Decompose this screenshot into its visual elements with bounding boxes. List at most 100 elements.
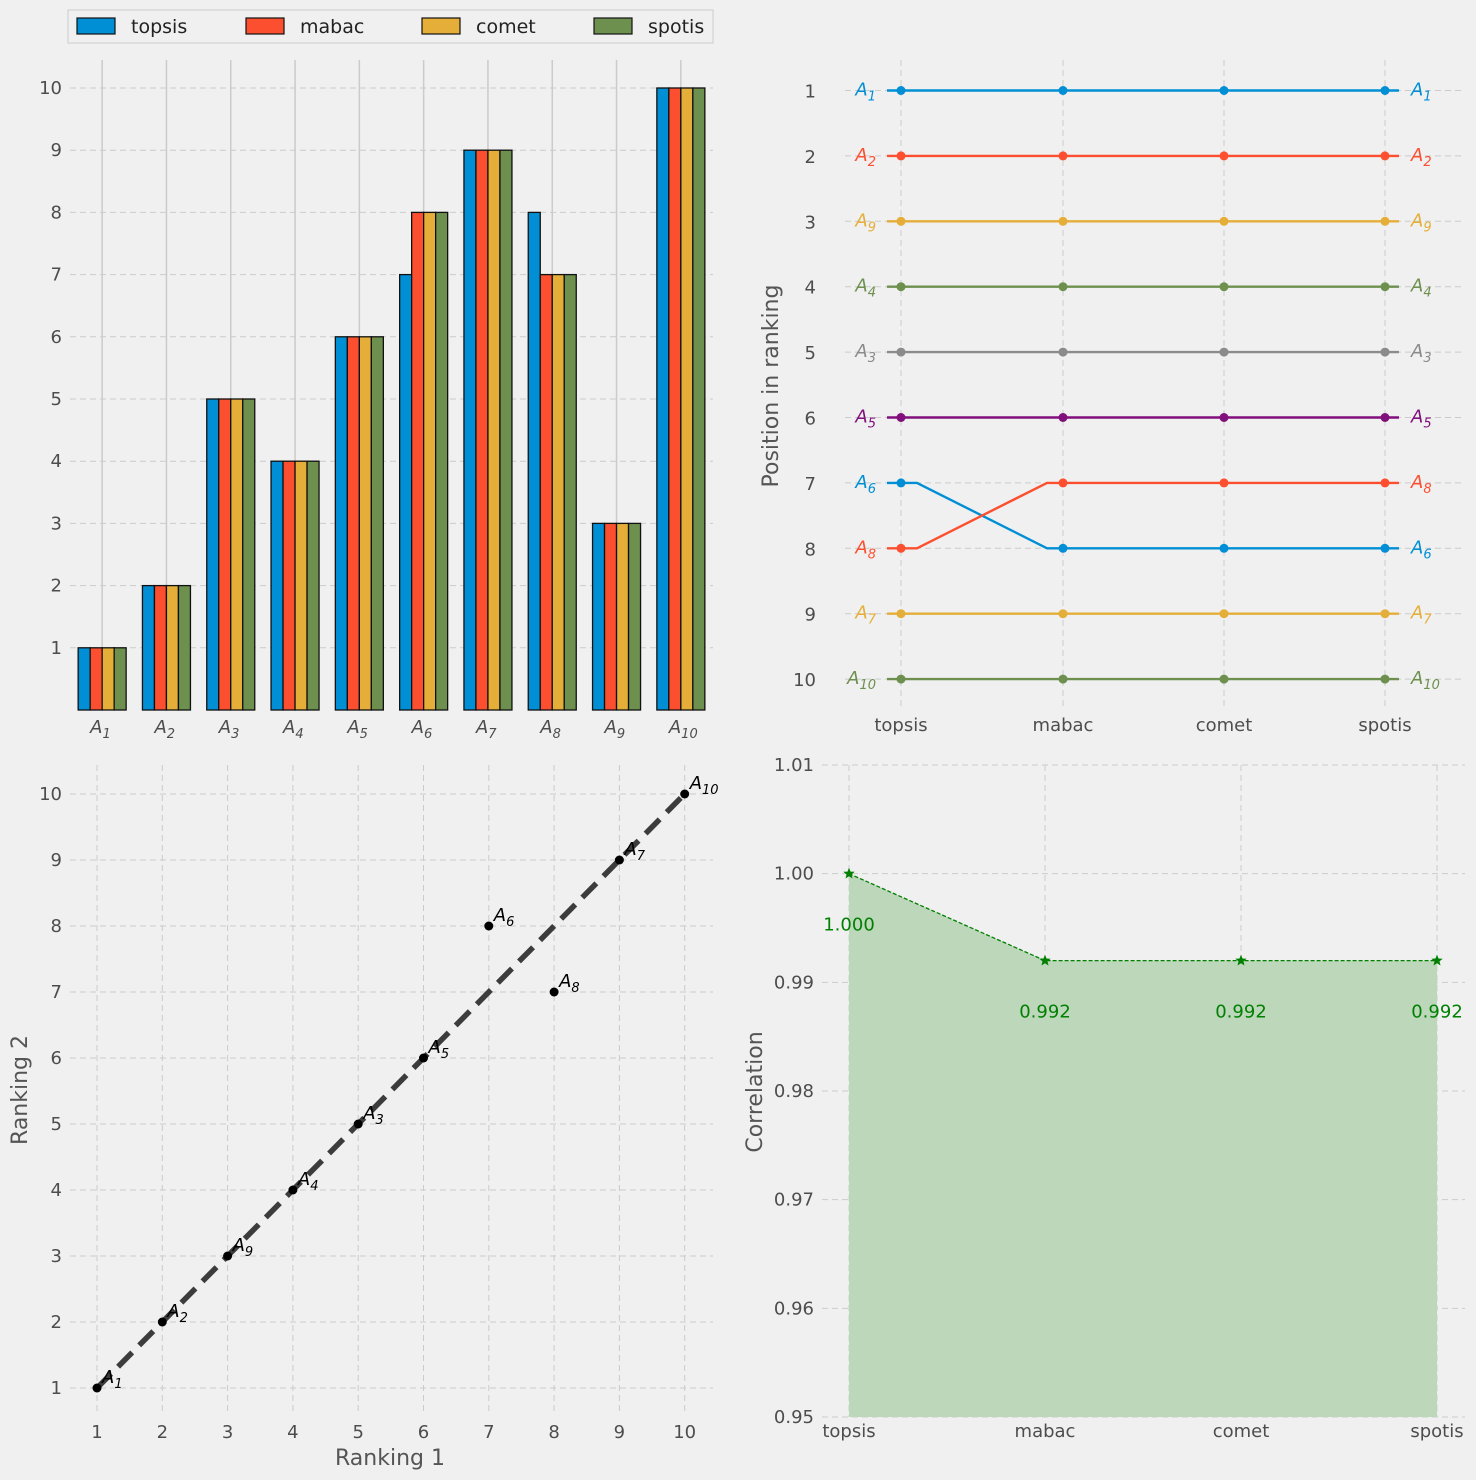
flow-left-label-A10-sub: 10	[859, 678, 876, 693]
scatter-label-A10-base: A	[689, 773, 702, 794]
scatter-label-A9-base: A	[232, 1235, 245, 1256]
scatter-xtick-label: 8	[548, 1422, 559, 1443]
legend-swatch-comet	[421, 17, 461, 35]
flow-xtick-label: spotis	[1358, 715, 1411, 736]
bar-comet	[487, 149, 501, 711]
flow-point-A6	[1380, 543, 1390, 553]
scatter-point-A1	[92, 1383, 102, 1393]
scatter-xtick-label: 7	[483, 1422, 494, 1443]
bar-ytick-label: 2	[51, 576, 62, 597]
bar-comet	[294, 460, 308, 711]
bar-mabac	[153, 584, 168, 711]
flow-ylabel: Position in ranking	[759, 285, 784, 488]
flow-right-label-A6-base: A	[1410, 537, 1423, 558]
corr-ytick-label: 0.99	[774, 972, 814, 993]
flow-point-A4	[1058, 282, 1068, 292]
rank-flow-chart: 1 2 3 4 5 6 7 8 9 10 topsis mabac comet spotis Positio…	[759, 60, 1465, 736]
scatter-ylabel: Ranking 2	[8, 1035, 33, 1145]
flow-right-label-A6: A6	[1410, 537, 1432, 562]
corr-star-marker	[843, 867, 855, 879]
flow-left-label-A9-sub: 9	[868, 220, 876, 235]
flow-right-label-A7-sub: 7	[1423, 613, 1432, 628]
bar-ytick-label: 3	[51, 513, 62, 534]
flow-point-A10	[1219, 674, 1229, 684]
bar-ytick-label: 6	[51, 327, 62, 348]
flow-right-label-A5: A5	[1410, 407, 1432, 432]
flow-right-label-A4-base: A	[1410, 276, 1423, 297]
scatter-label-A5: A5	[428, 1037, 450, 1062]
bar-xtick-label: A4	[282, 717, 304, 742]
scatter-label-A10-sub: 10	[702, 783, 719, 798]
scatter-label-A4-base: A	[297, 1169, 310, 1190]
corr-line	[848, 873, 1437, 962]
bar-comet	[230, 398, 244, 711]
corr-value-label: 0.992	[1215, 1002, 1267, 1023]
bar-xtick-label-base: A	[539, 717, 552, 738]
flow-line-A8	[887, 481, 1399, 550]
scatter-label-A7-sub: 7	[637, 849, 646, 864]
flow-point-A7	[896, 609, 906, 619]
flow-ytick-label: 9	[805, 605, 816, 626]
flow-left-label-A7-base: A	[854, 603, 867, 624]
scatter-label-A7: A7	[623, 839, 645, 864]
flow-right-label-A1-sub: 1	[1423, 90, 1431, 105]
flow-point-A8	[896, 543, 906, 553]
bar-xtick-label-sub: 9	[617, 727, 625, 742]
legend-swatch-spotis	[593, 17, 633, 35]
bar-spotis	[434, 211, 449, 711]
bar-spotis	[563, 273, 577, 711]
flow-left-label-A4-base: A	[854, 276, 867, 297]
scatter-label-A2: A2	[166, 1301, 188, 1326]
bar-xtick-label-sub: 5	[360, 727, 368, 742]
scatter-xtick-label: 1	[91, 1422, 102, 1443]
bar-comet	[358, 336, 373, 711]
legend-label-comet: comet	[476, 16, 536, 38]
scatter-label-A6: A6	[493, 905, 515, 930]
bar-mabac	[282, 460, 296, 711]
corr-area	[849, 873, 1437, 1417]
bar-xtick-label-sub: 10	[681, 727, 698, 742]
flow-right-label-A8: A8	[1410, 472, 1432, 497]
bar-topsis	[398, 273, 413, 711]
flow-point-A2	[1219, 151, 1229, 161]
bar-xtick-label-base: A	[218, 717, 231, 738]
flow-left-label-A6-base: A	[854, 472, 867, 493]
corr-star-marker	[1431, 954, 1443, 966]
flow-right-label-A4: A4	[1410, 276, 1432, 301]
flow-left-label-A1: A1	[854, 80, 876, 105]
scatter-xtick-label: 5	[352, 1422, 363, 1443]
flow-right-label-A2-base: A	[1410, 145, 1423, 166]
corr-ytick-label: 0.95	[774, 1407, 814, 1428]
flow-left-label-A5: A5	[854, 407, 876, 432]
flow-point-A8	[1058, 478, 1068, 488]
corr-xtick-label: topsis	[822, 1421, 875, 1442]
scatter-point-A6	[484, 921, 494, 931]
scatter-xtick-label: 2	[157, 1422, 168, 1443]
flow-left-label-A6-sub: 6	[868, 482, 876, 497]
scatter-xtick-label: 6	[418, 1422, 429, 1443]
bar-comet	[680, 87, 694, 711]
scatter-point-A5	[419, 1053, 428, 1063]
corr-ytick-label: 0.96	[774, 1298, 814, 1319]
flow-left-label-A8-base: A	[854, 537, 867, 558]
flow-point-A7	[1219, 609, 1229, 619]
flow-point-A3	[1219, 347, 1229, 357]
bar-comet	[101, 647, 115, 711]
bar-ytick-label: 7	[51, 265, 62, 286]
scatter-diagonal	[95, 792, 687, 1390]
flow-point-A4	[896, 282, 906, 292]
bar-mabac	[89, 647, 103, 711]
bar-mabac	[668, 87, 682, 711]
bar-mabac	[410, 211, 425, 711]
flow-point-A3	[1058, 347, 1068, 357]
flow-right-label-A9: A9	[1410, 210, 1432, 235]
bar-comet	[422, 211, 437, 711]
scatter-label-A2-base: A	[166, 1301, 179, 1322]
bar-topsis	[206, 398, 220, 711]
flow-left-label-A5-sub: 5	[868, 417, 876, 432]
flow-point-A6	[1058, 543, 1068, 553]
corr-ytick-label: 0.98	[774, 1081, 814, 1102]
flow-left-label-A8-sub: 8	[868, 547, 876, 562]
flow-ytick-label: 5	[805, 343, 816, 364]
flow-point-A8	[1219, 478, 1229, 488]
